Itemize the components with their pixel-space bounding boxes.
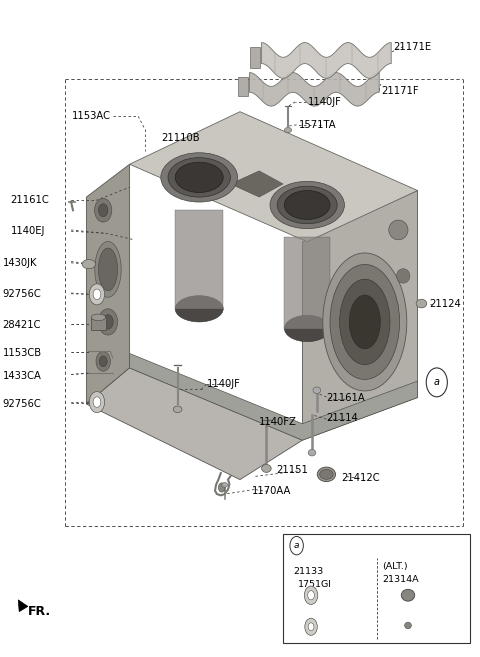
Text: 21161A: 21161A — [326, 393, 365, 403]
Polygon shape — [130, 353, 418, 440]
Circle shape — [290, 536, 303, 555]
Ellipse shape — [349, 295, 381, 349]
Ellipse shape — [82, 260, 96, 269]
Ellipse shape — [270, 181, 344, 229]
Ellipse shape — [95, 242, 121, 297]
Circle shape — [89, 392, 105, 413]
Text: 1140JF: 1140JF — [308, 97, 342, 107]
Circle shape — [98, 204, 108, 217]
Ellipse shape — [317, 467, 336, 482]
Text: 1140EJ: 1140EJ — [11, 226, 45, 237]
Text: 1170AA: 1170AA — [252, 486, 291, 497]
Text: 1140JF: 1140JF — [207, 379, 241, 390]
Polygon shape — [175, 210, 223, 309]
Ellipse shape — [396, 269, 410, 283]
Text: 21133: 21133 — [293, 567, 323, 576]
Text: 1153AC: 1153AC — [72, 111, 110, 122]
Bar — [250, 47, 260, 68]
Ellipse shape — [161, 153, 238, 202]
Bar — [238, 76, 248, 97]
Polygon shape — [302, 191, 418, 440]
Circle shape — [98, 309, 118, 335]
Bar — [91, 317, 106, 330]
Text: a: a — [294, 541, 300, 550]
Polygon shape — [86, 164, 130, 404]
Ellipse shape — [323, 253, 407, 391]
Text: 21171E: 21171E — [394, 41, 432, 52]
Circle shape — [308, 623, 314, 631]
Polygon shape — [18, 600, 28, 612]
Ellipse shape — [313, 387, 321, 394]
Ellipse shape — [389, 220, 408, 240]
Text: 92756C: 92756C — [2, 288, 41, 299]
Ellipse shape — [284, 315, 330, 342]
Text: 28421C: 28421C — [2, 320, 41, 330]
Ellipse shape — [173, 406, 182, 413]
Circle shape — [218, 483, 225, 492]
Circle shape — [99, 356, 107, 367]
Ellipse shape — [277, 187, 337, 223]
Ellipse shape — [168, 158, 230, 197]
Polygon shape — [250, 73, 379, 106]
Text: 21110B: 21110B — [161, 133, 199, 143]
Text: 1153CB: 1153CB — [2, 348, 42, 359]
Circle shape — [308, 591, 314, 600]
Ellipse shape — [320, 469, 333, 480]
Circle shape — [95, 198, 112, 222]
Ellipse shape — [308, 449, 316, 456]
Text: FR.: FR. — [28, 604, 51, 618]
Ellipse shape — [175, 296, 223, 322]
Text: 21114: 21114 — [326, 413, 358, 423]
Text: (ALT.): (ALT.) — [383, 562, 408, 572]
Polygon shape — [284, 237, 330, 328]
Ellipse shape — [222, 482, 228, 487]
Text: 21412C: 21412C — [341, 473, 379, 484]
Ellipse shape — [330, 265, 399, 380]
Text: 1433CA: 1433CA — [2, 371, 41, 381]
Ellipse shape — [98, 248, 118, 291]
Ellipse shape — [416, 300, 427, 307]
Ellipse shape — [284, 127, 292, 133]
Bar — [283, 534, 470, 643]
Ellipse shape — [401, 589, 415, 601]
Text: 21124: 21124 — [430, 298, 461, 309]
Text: 1430JK: 1430JK — [2, 258, 37, 268]
Ellipse shape — [175, 162, 223, 193]
Circle shape — [305, 618, 317, 635]
Circle shape — [103, 315, 113, 329]
Ellipse shape — [405, 622, 411, 629]
Polygon shape — [86, 368, 302, 480]
Text: a: a — [434, 377, 440, 388]
Circle shape — [304, 586, 318, 604]
Text: 21151: 21151 — [276, 465, 308, 476]
Text: 92756C: 92756C — [2, 399, 41, 409]
Circle shape — [93, 397, 101, 407]
Circle shape — [93, 289, 101, 300]
Ellipse shape — [262, 464, 271, 472]
Text: 1751GI: 1751GI — [298, 580, 332, 589]
Ellipse shape — [284, 191, 330, 219]
Text: 1571TA: 1571TA — [299, 120, 336, 130]
Circle shape — [89, 284, 105, 305]
Polygon shape — [262, 43, 391, 78]
Ellipse shape — [91, 314, 106, 321]
Text: 21314A: 21314A — [383, 575, 419, 584]
Circle shape — [96, 351, 110, 371]
Text: 21161C: 21161C — [11, 195, 49, 206]
Text: 1140FZ: 1140FZ — [259, 417, 297, 427]
Ellipse shape — [340, 279, 390, 365]
Circle shape — [426, 368, 447, 397]
Text: 21171F: 21171F — [382, 85, 419, 96]
Polygon shape — [230, 171, 283, 197]
Polygon shape — [130, 112, 418, 242]
